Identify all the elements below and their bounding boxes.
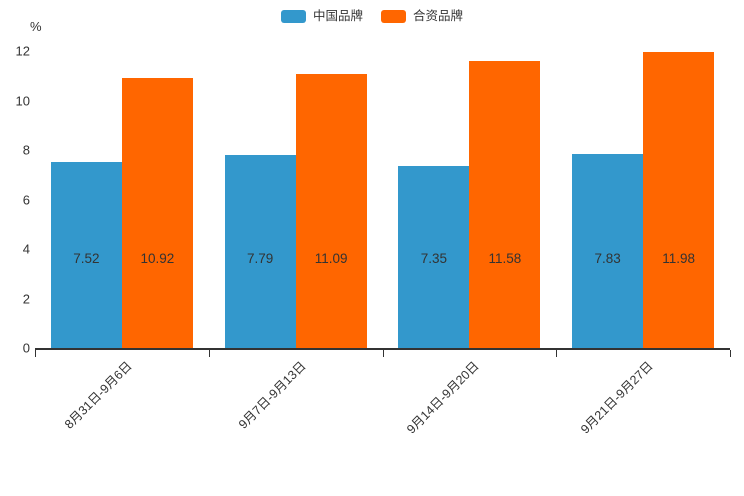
x-axis-label: 9月21日-9月27日 xyxy=(578,358,656,437)
bar-1-2[interactable] xyxy=(469,61,541,348)
bar-1-0[interactable] xyxy=(121,77,193,348)
x-axis-tick xyxy=(35,350,36,357)
y-axis-tick-label: 12 xyxy=(15,43,30,59)
chart-legend: 中国品牌 合资品牌 xyxy=(0,6,744,26)
y-axis-tick-label: 10 xyxy=(15,93,30,108)
legend-swatch-icon-series-0 xyxy=(280,9,306,23)
bar-value-label: 7.52 xyxy=(73,251,100,266)
bar-1-3[interactable] xyxy=(643,51,715,348)
legend-entry-china-brand[interactable]: 中国品牌 xyxy=(280,8,363,23)
y-axis-unit-label: % xyxy=(30,19,42,34)
x-axis-tick xyxy=(730,350,731,357)
y-axis-tick-labels: 0 2 4 6 8 10 12 xyxy=(0,0,30,496)
x-axis-tick xyxy=(208,350,210,357)
y-axis-tick-label: 2 xyxy=(22,291,30,306)
x-axis-label: 9月7日-9月13日 xyxy=(235,358,309,432)
x-axis-tick xyxy=(382,350,384,357)
y-axis-tick-label: 0 xyxy=(22,340,30,356)
bar-value-label: 7.83 xyxy=(594,251,621,266)
bar-0-2[interactable] xyxy=(398,166,470,348)
bar-0-3[interactable] xyxy=(572,154,644,348)
x-axis-tick xyxy=(556,350,558,357)
bar-value-label: 11.98 xyxy=(662,251,696,266)
legend-entry-joint-venture-brand[interactable]: 合资品牌 xyxy=(381,8,464,23)
bar-value-label: 7.79 xyxy=(246,251,274,266)
bar-value-label: 7.35 xyxy=(420,251,448,266)
x-axis-label: 9月14日-9月20日 xyxy=(404,358,483,437)
y-axis-tick-label: 8 xyxy=(22,142,30,158)
bar-value-label: 11.58 xyxy=(488,251,522,266)
legend-label-series-0: 中国品牌 xyxy=(312,8,363,23)
y-axis-tick-label: 6 xyxy=(22,192,30,207)
y-axis-tick-label: 4 xyxy=(22,241,30,257)
bar-0-0[interactable] xyxy=(50,161,122,348)
legend-swatch-icon-series-1 xyxy=(381,9,406,23)
bar-0-1[interactable] xyxy=(224,155,296,348)
bar-value-label: 11.09 xyxy=(314,251,348,266)
bar-1-1[interactable] xyxy=(295,73,367,348)
bar-value-label: 10.92 xyxy=(140,251,175,266)
x-axis-line xyxy=(35,348,730,350)
legend-label-series-1: 合资品牌 xyxy=(413,8,464,23)
x-axis-label: 8月31日-9月6日 xyxy=(61,358,135,432)
